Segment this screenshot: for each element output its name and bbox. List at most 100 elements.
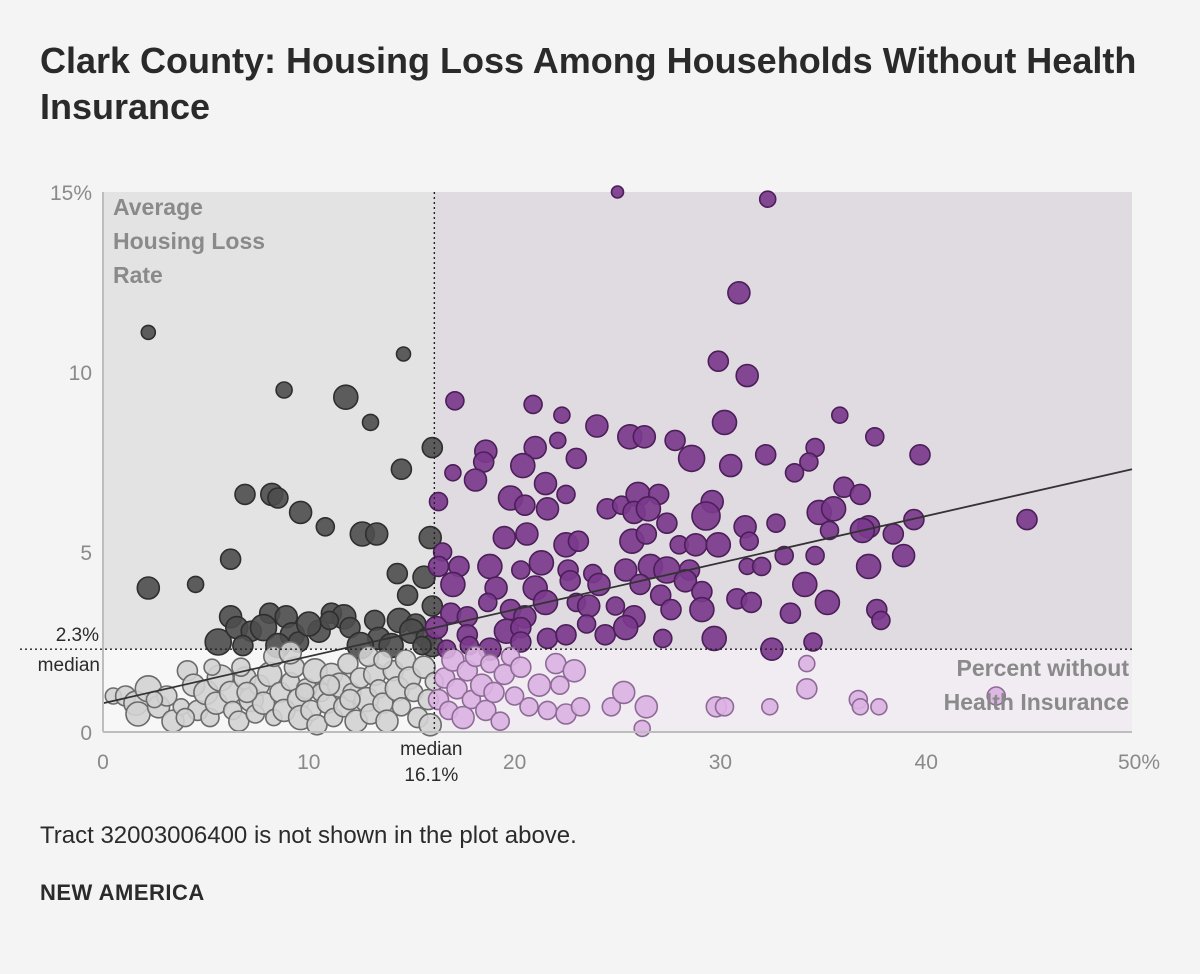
data-point-s2-69 bbox=[145, 690, 164, 709]
data-point-s3-36 bbox=[851, 697, 870, 716]
data-point-s1-9 bbox=[711, 409, 738, 436]
data-point-s1-36 bbox=[799, 452, 819, 472]
data-point-s3-33 bbox=[795, 677, 818, 700]
data-point-s1-4 bbox=[735, 363, 760, 388]
data-point-s0-18 bbox=[386, 562, 409, 585]
data-point-s3-25 bbox=[570, 696, 591, 717]
data-point-s1-64 bbox=[739, 531, 760, 552]
data-point-s0-20 bbox=[396, 584, 419, 607]
data-point-s3-37 bbox=[870, 697, 888, 716]
data-point-s2-42 bbox=[337, 652, 359, 675]
data-point-s1-45 bbox=[656, 512, 678, 535]
data-point-s1-14 bbox=[664, 429, 686, 452]
data-point-s3-31 bbox=[714, 696, 735, 717]
data-point-s3-26 bbox=[601, 696, 622, 717]
data-point-s1-73 bbox=[510, 560, 531, 580]
data-point-s0-5 bbox=[421, 436, 444, 459]
data-point-s1-5 bbox=[445, 391, 465, 411]
median-x-text-label: median bbox=[400, 739, 462, 760]
data-point-s1-66 bbox=[819, 520, 840, 541]
data-point-s1-58 bbox=[567, 530, 590, 553]
data-point-s1-29 bbox=[556, 484, 576, 505]
data-point-s0-17 bbox=[186, 575, 205, 594]
data-point-s1-50 bbox=[820, 495, 847, 522]
data-point-s2-61 bbox=[418, 712, 443, 737]
data-point-s3-29 bbox=[634, 694, 659, 719]
x-axis-title-line: Percent without bbox=[956, 655, 1129, 681]
trend-line bbox=[102, 468, 1133, 705]
data-point-s1-109 bbox=[779, 602, 802, 625]
data-point-s2-74 bbox=[339, 688, 361, 711]
y-axis-title-line: Rate bbox=[113, 262, 163, 288]
data-point-s3-16 bbox=[504, 686, 525, 706]
data-point-s1-106 bbox=[660, 598, 682, 621]
data-point-s3-38 bbox=[986, 686, 1007, 706]
data-point-s1-98 bbox=[477, 592, 498, 613]
data-point-s1-42 bbox=[535, 496, 560, 521]
data-point-s1-68 bbox=[882, 523, 905, 545]
data-point-s1-44 bbox=[635, 495, 662, 522]
data-point-s0-21 bbox=[421, 595, 444, 617]
data-point-s1-48 bbox=[766, 513, 786, 534]
data-point-s1-38 bbox=[849, 483, 872, 506]
data-point-s1-41 bbox=[514, 494, 536, 517]
data-point-s2-70 bbox=[175, 707, 196, 728]
data-point-s3-4 bbox=[446, 677, 468, 700]
data-point-s3-34 bbox=[797, 654, 816, 673]
data-point-s1-88 bbox=[559, 569, 582, 592]
x-tick-label: 20 bbox=[503, 751, 526, 774]
data-point-s1-112 bbox=[871, 610, 891, 631]
data-point-s1-119 bbox=[576, 614, 597, 634]
data-point-s1-83 bbox=[805, 545, 825, 566]
data-point-s3-17 bbox=[509, 656, 532, 679]
data-point-s1-1 bbox=[758, 190, 777, 209]
data-point-s1-129 bbox=[509, 631, 532, 653]
data-point-s1-17 bbox=[548, 431, 567, 450]
y-tick-label: 10 bbox=[69, 362, 92, 385]
data-point-s3-24 bbox=[562, 658, 587, 683]
data-point-s1-28 bbox=[533, 471, 558, 496]
data-point-s2-65 bbox=[278, 640, 303, 665]
data-point-s1-92 bbox=[673, 568, 698, 593]
data-point-s0-16 bbox=[136, 576, 161, 600]
data-point-s0-11 bbox=[315, 516, 336, 537]
x-tick-label: 10 bbox=[297, 751, 320, 774]
data-point-s2-54 bbox=[391, 696, 412, 717]
quadrant-low-high bbox=[103, 192, 435, 650]
data-point-s1-55 bbox=[492, 525, 517, 550]
data-point-s3-20 bbox=[537, 700, 558, 721]
data-point-s2-72 bbox=[294, 682, 315, 703]
data-point-s1-35 bbox=[784, 462, 805, 483]
data-point-s1-56 bbox=[515, 522, 539, 546]
data-point-s1-122 bbox=[652, 628, 673, 649]
median-x-value-label: 16.1% bbox=[404, 765, 458, 786]
data-point-s1-121 bbox=[612, 614, 639, 641]
data-point-s1-84 bbox=[855, 553, 882, 580]
data-point-s1-123 bbox=[701, 625, 728, 652]
data-point-s1-117 bbox=[536, 627, 559, 650]
data-point-s2-62 bbox=[203, 658, 221, 677]
y-tick-label: 0 bbox=[80, 722, 92, 745]
data-point-s3-18 bbox=[519, 696, 539, 717]
data-point-s0-2 bbox=[275, 381, 293, 399]
data-point-s0-46 bbox=[295, 611, 322, 637]
data-point-s0-6 bbox=[390, 458, 413, 481]
data-point-s1-63 bbox=[705, 531, 732, 558]
data-point-s1-6 bbox=[523, 394, 543, 415]
data-point-s0-1 bbox=[395, 346, 412, 362]
data-point-s3-28 bbox=[633, 719, 652, 738]
median-y-text-label: median bbox=[38, 655, 100, 676]
data-point-s1-20 bbox=[909, 443, 931, 466]
data-point-s3-11 bbox=[480, 653, 500, 674]
data-point-s1-125 bbox=[803, 632, 823, 652]
data-points bbox=[104, 185, 1038, 738]
data-point-s1-108 bbox=[740, 591, 763, 614]
y-axis-title-line: Housing Loss bbox=[113, 228, 265, 254]
data-point-s0-7 bbox=[234, 483, 256, 506]
chart-labels: 0 10 20 30 40 50% 0 5 10 15% Average Housing Loss Ra… bbox=[38, 182, 1160, 786]
data-point-s3-13 bbox=[490, 711, 511, 732]
data-point-s3-27 bbox=[611, 680, 636, 705]
data-point-s3-5 bbox=[451, 705, 475, 730]
data-point-s1-65 bbox=[774, 545, 795, 566]
data-point-s1-107 bbox=[689, 596, 715, 623]
